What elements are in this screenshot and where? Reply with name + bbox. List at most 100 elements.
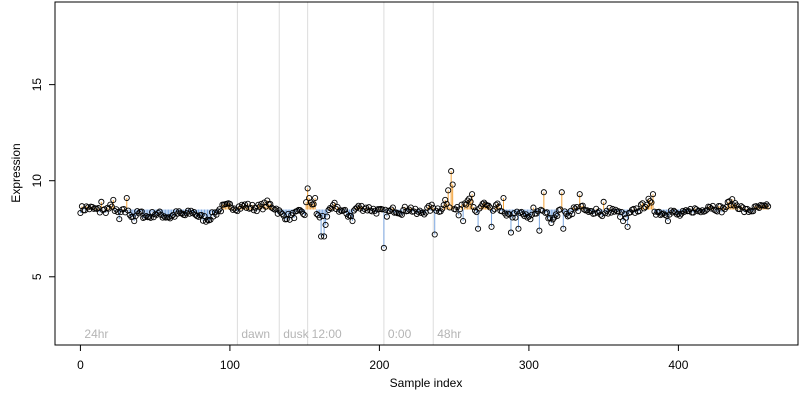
- data-point: [397, 210, 404, 217]
- data-point: [762, 202, 769, 209]
- data-point: [431, 231, 438, 238]
- data-point: [107, 201, 114, 208]
- data-point: [605, 210, 612, 217]
- y-tick-label: 5: [30, 273, 44, 280]
- data-point: [78, 203, 85, 210]
- data-point: [473, 209, 480, 216]
- data-point: [135, 210, 142, 217]
- data-point: [460, 218, 467, 225]
- data-point: [519, 211, 526, 218]
- phase-guide-lines: [236, 2, 434, 345]
- data-point: [195, 213, 202, 220]
- data-point: [636, 207, 643, 215]
- data-point: [210, 213, 217, 220]
- data-point: [696, 207, 703, 214]
- data-point: [560, 225, 567, 232]
- data-point: [455, 212, 462, 219]
- data-point: [646, 198, 654, 205]
- data-point: [507, 229, 515, 236]
- data-point: [258, 200, 265, 207]
- data-point: [285, 210, 292, 217]
- data-point: [697, 209, 704, 216]
- data-point: [208, 209, 216, 216]
- data-point: [156, 208, 163, 215]
- data-point: [271, 206, 278, 213]
- data-point: [324, 213, 331, 220]
- data-point: [344, 213, 352, 220]
- data-point: [729, 196, 736, 203]
- data-point: [241, 201, 248, 208]
- data-point: [576, 191, 583, 198]
- data-point: [448, 168, 455, 175]
- data-point: [404, 207, 411, 214]
- data-point: [226, 200, 233, 207]
- data-point: [612, 206, 619, 213]
- data-point: [745, 208, 752, 215]
- data-point: [649, 191, 657, 198]
- data-point: [596, 208, 603, 215]
- data-point: [322, 221, 329, 228]
- data-point: [640, 205, 648, 212]
- data-point: [611, 208, 618, 215]
- data-point: [515, 225, 522, 232]
- data-point: [114, 209, 121, 216]
- data-point: [349, 218, 356, 225]
- data-point: [467, 198, 474, 205]
- data-point: [165, 214, 172, 221]
- data-point: [670, 207, 677, 214]
- data-point: [198, 211, 205, 219]
- data-point: [485, 202, 492, 209]
- data-point: [567, 207, 574, 215]
- data-point: [679, 207, 686, 214]
- data-point: [714, 208, 721, 215]
- x-tick-label: 300: [519, 358, 539, 372]
- data-point: [470, 204, 477, 211]
- data-point: [699, 207, 706, 214]
- data-point: [147, 214, 154, 221]
- data-point: [720, 204, 727, 211]
- data-point: [213, 211, 220, 218]
- data-point: [316, 214, 323, 221]
- data-point: [189, 210, 196, 217]
- data-point: [116, 216, 123, 223]
- data-point: [253, 207, 260, 215]
- phase-label: dusk: [283, 327, 309, 341]
- y-tick-label: 10: [30, 174, 44, 188]
- data-point: [449, 181, 456, 188]
- data-point: [489, 207, 497, 214]
- data-point: [711, 206, 718, 213]
- data-point: [294, 207, 301, 214]
- data-point: [512, 214, 519, 221]
- data-point: [615, 208, 622, 215]
- data-point: [509, 214, 516, 221]
- data-point: [274, 210, 281, 217]
- data-point: [579, 202, 586, 209]
- data-point: [313, 210, 320, 218]
- data-point: [528, 211, 535, 218]
- data-point: [693, 206, 700, 213]
- data-point: [125, 207, 132, 214]
- data-point: [123, 194, 130, 202]
- data-point: [623, 214, 630, 221]
- data-point: [744, 205, 751, 212]
- deviation-stems: [79, 171, 769, 248]
- data-point: [185, 207, 192, 214]
- data-point: [733, 202, 740, 209]
- data-point: [763, 201, 770, 208]
- data-point: [243, 204, 250, 211]
- data-point: [264, 197, 271, 204]
- x-axis-label: Sample index: [390, 376, 463, 390]
- data-point: [159, 214, 166, 221]
- data-point: [521, 213, 528, 220]
- phase-label: 48hr: [437, 327, 461, 341]
- data-point: [304, 185, 311, 192]
- data-point: [624, 223, 631, 230]
- data-point: [153, 211, 160, 218]
- data-point: [141, 214, 148, 221]
- data-point: [648, 199, 655, 206]
- data-point: [570, 204, 577, 211]
- data-point: [443, 200, 450, 207]
- x-tick-label: 200: [369, 358, 389, 372]
- phase-label: 12:00: [312, 327, 342, 341]
